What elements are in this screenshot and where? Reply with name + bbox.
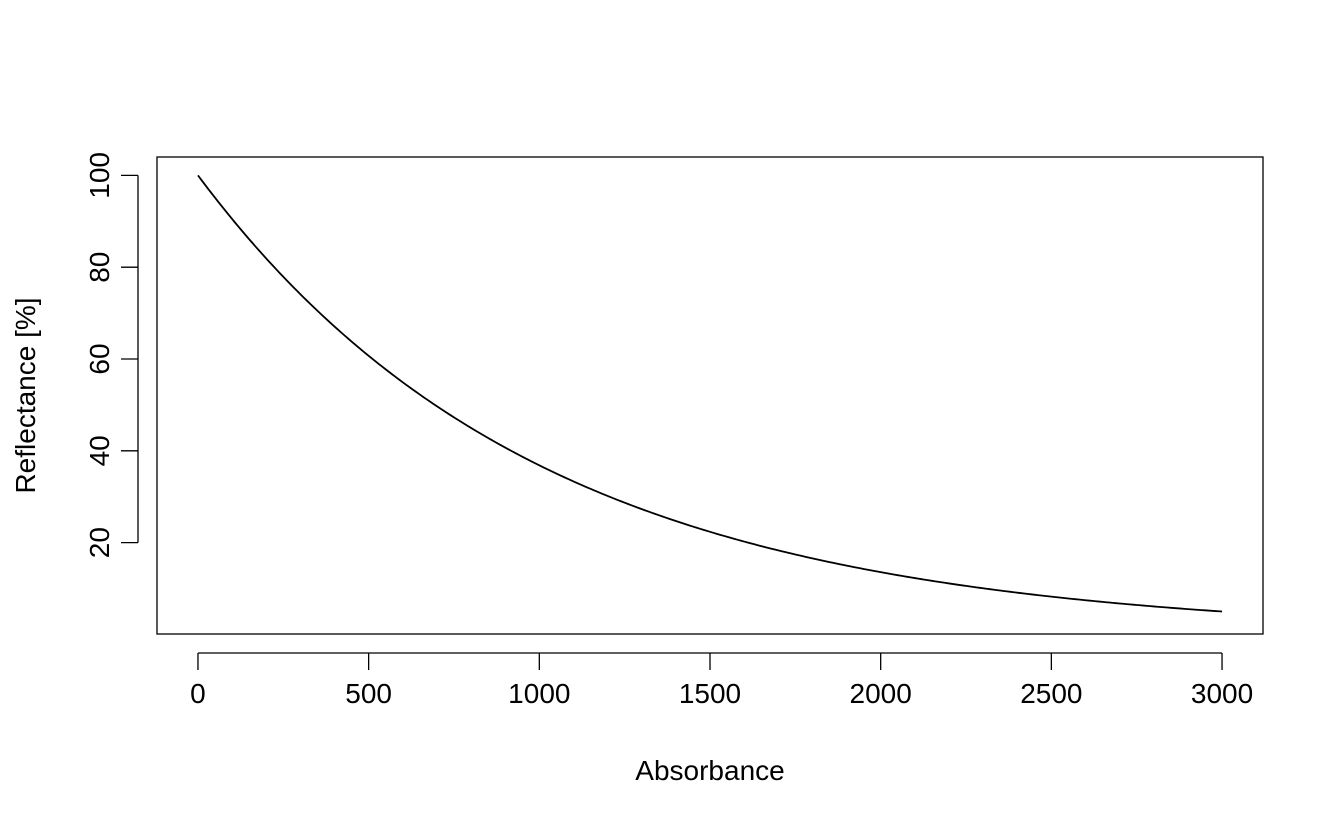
x-axis: 0 500 1000 1500 2000 2500 3000: [190, 652, 1253, 709]
x-tick-label: 3000: [1191, 678, 1253, 709]
x-tick-label: 0: [190, 678, 206, 709]
y-tick-label: 60: [84, 343, 115, 374]
y-tick-label: 40: [84, 435, 115, 466]
plot-frame: [156, 156, 1264, 635]
y-axis-title: Reflectance [%]: [10, 297, 41, 493]
x-tick-label: 2500: [1020, 678, 1082, 709]
x-tick-label: 2000: [850, 678, 912, 709]
x-tick-label: 1500: [679, 678, 741, 709]
y-tick-label: 80: [84, 252, 115, 283]
y-axis: 20 40 60 80 100: [84, 152, 139, 558]
x-tick-label: 1000: [508, 678, 570, 709]
y-tick-label: 100: [84, 152, 115, 199]
series-line: [197, 174, 1223, 613]
x-tick-label: 500: [345, 678, 392, 709]
y-tick-label: 20: [84, 527, 115, 558]
x-axis-title: Absorbance: [635, 755, 784, 786]
